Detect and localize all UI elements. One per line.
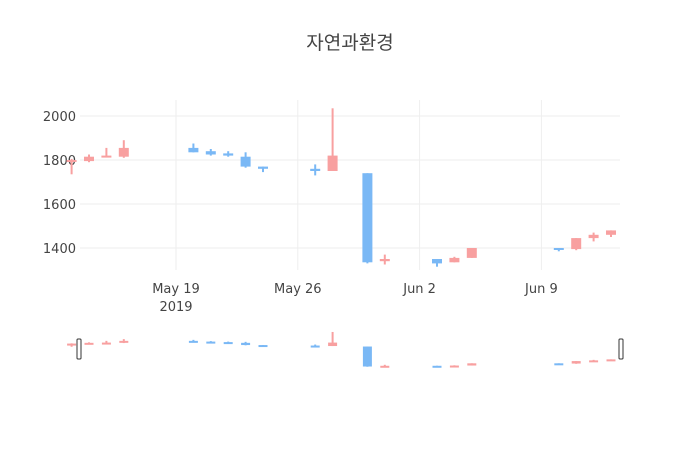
candle[interactable] [310,344,320,348]
candle[interactable] [118,140,129,158]
candle[interactable] [449,365,459,368]
candle[interactable] [206,341,216,344]
y-tick-label: 1800 [43,154,76,169]
candle[interactable] [241,341,251,346]
range-handle-right[interactable] [618,338,624,360]
candle[interactable] [588,232,599,242]
range-slider[interactable] [67,331,624,368]
main-plot[interactable] [66,108,616,267]
candle[interactable] [188,339,198,343]
x-tick-label: 2019 [159,300,192,315]
candle[interactable] [466,248,477,258]
candle[interactable] [188,143,199,153]
candle[interactable] [66,158,77,175]
candle[interactable] [258,345,268,348]
candle[interactable] [223,151,234,157]
chart-title: 자연과환경 [306,32,394,54]
candle[interactable] [119,339,129,344]
candle[interactable] [258,166,268,173]
y-tick-label: 1600 [43,198,76,213]
candle[interactable] [606,230,616,237]
x-tick-label: Jun 2 [402,282,436,297]
candle[interactable] [205,149,216,156]
candle[interactable] [553,248,564,252]
candle[interactable] [571,361,581,364]
candle[interactable] [223,341,233,345]
candle[interactable] [589,359,599,363]
x-tick-label: May 26 [274,282,322,297]
candle[interactable] [554,363,564,366]
candle[interactable] [380,364,390,368]
candle[interactable] [310,164,321,176]
y-tick-label: 2000 [43,110,76,125]
candle[interactable] [67,343,77,347]
y-tick-label: 1400 [43,242,76,257]
candle[interactable] [101,340,111,345]
x-tick-label: Jun 9 [524,282,558,297]
range-handle-left[interactable] [76,338,82,360]
grid [80,100,620,270]
candle[interactable] [327,108,338,171]
candle[interactable] [362,173,373,264]
candle[interactable] [432,259,442,267]
candle[interactable] [606,359,616,362]
candle[interactable] [362,346,372,367]
candle[interactable] [467,363,477,366]
candle[interactable] [240,152,251,168]
candle[interactable] [101,147,112,158]
x-tick-label: May 19 [152,282,200,297]
candle[interactable] [449,256,460,263]
candle[interactable] [571,238,582,251]
candle[interactable] [328,331,338,347]
candle[interactable] [432,365,442,368]
candle[interactable] [84,342,94,345]
candle[interactable] [379,254,390,265]
candle[interactable] [84,154,94,163]
